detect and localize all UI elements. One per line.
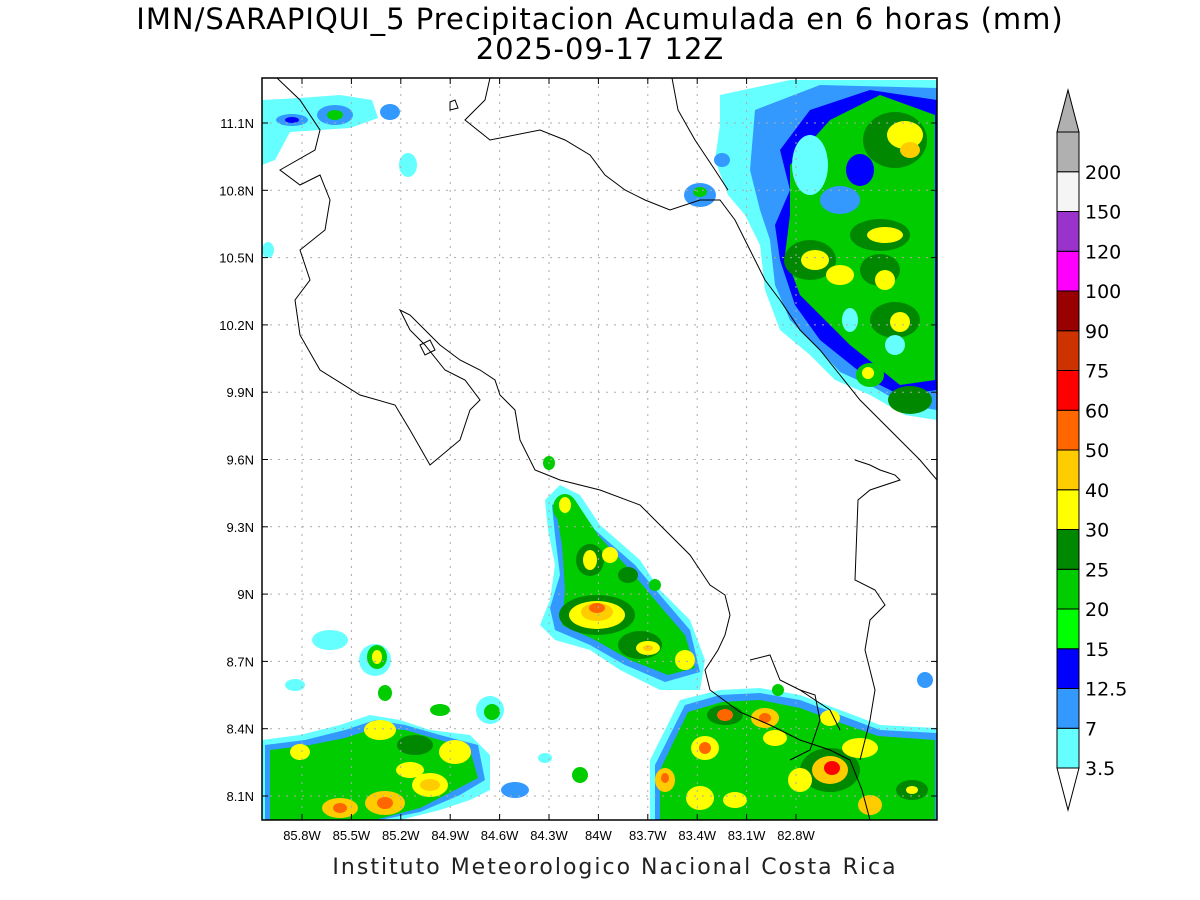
colorbar-swatch — [1056, 290, 1080, 332]
colorbar-label: 60 — [1085, 400, 1109, 422]
x-tick-label: 83.4W — [678, 828, 716, 843]
colorbar-swatch — [1056, 250, 1080, 292]
footer-credit: Instituto Meteorologico Nacional Costa R… — [332, 855, 898, 880]
y-tick-label: 10.8N — [219, 183, 254, 198]
colorbar-swatch — [1056, 529, 1080, 570]
y-tick-label: 9.6N — [227, 453, 254, 468]
colorbar-label: 150 — [1085, 202, 1121, 224]
x-tick-label: 83.1W — [728, 828, 766, 843]
x-tick-label: 84.9W — [431, 828, 469, 843]
colorbar-label: 12.5 — [1085, 679, 1127, 701]
colorbar-swatch — [1056, 330, 1080, 371]
colorbar-min-arrow — [1056, 767, 1080, 812]
colorbar-label: 100 — [1085, 281, 1121, 303]
precipitation-field — [262, 80, 937, 820]
x-tick-label: 85.8W — [283, 828, 321, 843]
x-axis: 85.8W 85.5W 85.2W 84.9W 84.6W 84.3W 84W 83.7W 83… — [283, 78, 816, 843]
colorbar-swatch — [1056, 211, 1080, 252]
y-tick-label: 9.9N — [227, 385, 254, 400]
colorbar-label: 30 — [1085, 520, 1109, 542]
colorbar-swatch — [1056, 449, 1080, 491]
coastline — [276, 78, 937, 820]
colorbar-label: 40 — [1085, 480, 1109, 502]
colorbar-swatch — [1056, 688, 1080, 729]
y-tick-label: 11.1N — [220, 116, 254, 131]
y-tick-label: 10.5N — [219, 251, 254, 266]
map-frame — [261, 77, 938, 821]
x-tick-label: 84.6W — [481, 828, 519, 843]
x-tick-label: 83.7W — [629, 828, 667, 843]
colorbar-label: 20 — [1085, 599, 1109, 621]
map-grid — [262, 78, 937, 820]
colorbar-label: 25 — [1085, 559, 1109, 581]
y-tick-label: 8.4N — [227, 722, 254, 737]
y-tick-label: 9N — [237, 587, 254, 602]
y-tick-label: 8.1N — [227, 789, 254, 804]
map-date: 2025-09-17 12Z — [475, 32, 725, 66]
colorbar-swatch — [1056, 568, 1080, 610]
map-title: IMN/SARAPIQUI_5 Precipitacion Acumulada … — [136, 2, 1064, 36]
x-tick-label: 84W — [585, 828, 612, 843]
y-axis: 11.1N 10.8N 10.5N 10.2N 9.9N 9.6N 9.3N 9N 8.7N 8.… — [219, 116, 937, 804]
colorbar-label: 7 — [1085, 718, 1097, 740]
colorbar-label: 120 — [1085, 241, 1121, 263]
x-tick-label: 82.8W — [777, 828, 815, 843]
colorbar-swatch — [1056, 727, 1080, 769]
colorbar-swatch — [1056, 171, 1080, 212]
y-tick-label: 8.7N — [227, 654, 254, 669]
colorbar-label: 50 — [1085, 440, 1109, 462]
y-tick-label: 9.3N — [227, 520, 254, 535]
colorbar-swatch — [1056, 608, 1080, 650]
colorbar-swatch — [1056, 409, 1080, 451]
colorbar-label: 3.5 — [1085, 758, 1115, 780]
x-tick-label: 85.5W — [333, 828, 371, 843]
colorbar: 3.5 7 12.5 15 20 25 30 40 50 60 75 90 100 120 150 200 — [1056, 88, 1127, 812]
colorbar-swatch — [1056, 648, 1080, 689]
colorbar-label: 15 — [1085, 639, 1109, 661]
colorbar-swatch — [1056, 489, 1080, 530]
x-tick-label: 85.2W — [382, 828, 420, 843]
x-tick-label: 84.3W — [530, 828, 568, 843]
colorbar-label: 75 — [1085, 361, 1109, 383]
colorbar-swatch — [1056, 370, 1080, 411]
colorbar-max-arrow — [1056, 88, 1080, 133]
colorbar-swatch — [1056, 131, 1080, 173]
colorbar-label: 90 — [1085, 321, 1109, 343]
colorbar-label: 200 — [1085, 162, 1121, 184]
y-tick-label: 10.2N — [219, 318, 254, 333]
